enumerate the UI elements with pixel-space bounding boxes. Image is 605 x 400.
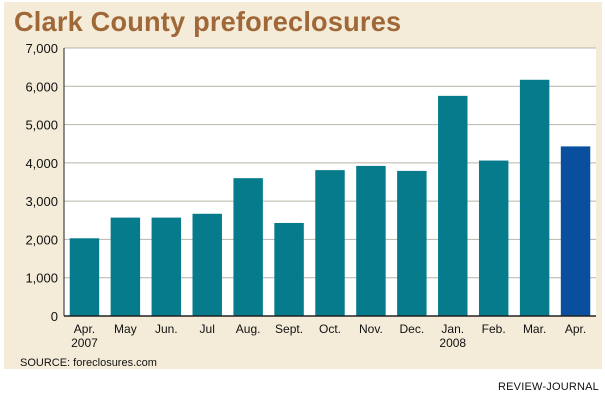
x-tick-label: Mar. (523, 322, 546, 336)
bar (233, 178, 263, 316)
x-tick-label: Feb. (482, 322, 506, 336)
bar (151, 217, 182, 316)
bar (438, 95, 468, 316)
bar (274, 222, 304, 316)
chart-panel: Clark County preforeclosures 0 1,000 2,000… (4, 2, 602, 369)
x-tick-label: Nov. (359, 322, 383, 336)
x-tick-sublabel: 2007 (71, 336, 98, 350)
x-tick-label: Jan. (441, 322, 464, 336)
bar (519, 79, 550, 316)
bar (192, 213, 222, 316)
x-tick-sublabel: 2008 (439, 336, 466, 350)
bar (560, 146, 591, 316)
x-tick-label: Jul (200, 322, 215, 336)
x-tick-label: May (114, 322, 137, 336)
x-tick-label: Apr. (565, 322, 586, 336)
x-tick-label: Oct. (319, 322, 341, 336)
bar-chart: 0 1,000 2,000 3,000 4,000 5,000 6,000 7,000 Apr.… (25, 41, 596, 350)
bar (69, 238, 100, 316)
bar (315, 170, 345, 316)
x-tick-label: Dec. (400, 322, 425, 336)
y-tick-label: 3,000 (25, 194, 58, 209)
y-tick-label: 2,000 (25, 232, 58, 247)
y-tick-label: 1,000 (25, 271, 58, 286)
x-tick-label: Jun. (155, 322, 178, 336)
bar (478, 160, 509, 316)
x-tick-label: Aug. (236, 322, 261, 336)
y-tick-label: 0 (51, 309, 58, 324)
bar (110, 217, 141, 316)
x-tick-label: Apr. (74, 322, 95, 336)
y-tick-label: 5,000 (25, 118, 58, 133)
x-tick-label: Sept. (275, 322, 303, 336)
y-tick-label: 7,000 (25, 41, 58, 56)
source-note: SOURCE: foreclosures.com (20, 357, 157, 369)
chart-title: Clark County preforeclosures (14, 6, 402, 37)
bar (397, 170, 427, 316)
bar (356, 165, 386, 316)
credit-label: REVIEW-JOURNAL (498, 381, 599, 393)
y-tick-label: 4,000 (25, 156, 58, 171)
y-tick-label: 6,000 (25, 79, 58, 94)
